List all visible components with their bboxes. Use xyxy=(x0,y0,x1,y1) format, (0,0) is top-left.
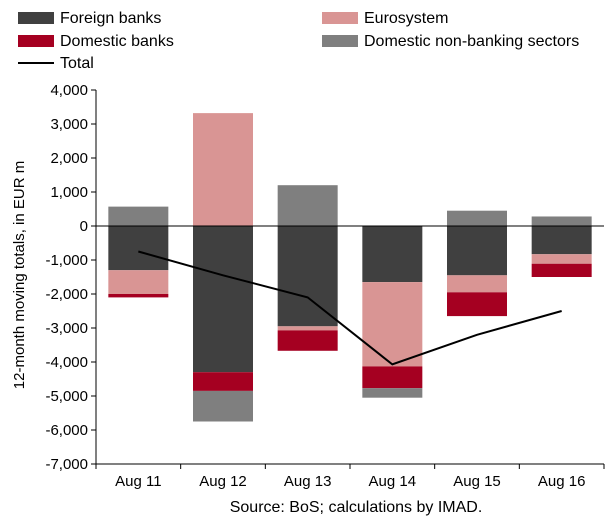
legend-swatch xyxy=(18,35,54,47)
legend: Foreign banks Eurosystem Domestic banks Dom… xyxy=(18,10,579,72)
x-tick-label: Aug 11 xyxy=(115,473,161,490)
bar-eurosystem xyxy=(277,326,338,331)
bar-eurosystem xyxy=(108,270,169,294)
legend-swatch xyxy=(18,12,54,24)
total-line xyxy=(138,250,562,366)
bar-domestic-banks xyxy=(447,292,507,317)
bar-domestic-non-banking-sectors xyxy=(108,206,169,226)
y-tick-label: -1,000 xyxy=(45,252,88,269)
source-note: Source: BoS; calculations by IMAD. xyxy=(230,499,483,516)
legend-swatch xyxy=(322,12,358,24)
bar-foreign-banks xyxy=(531,226,592,255)
bar-foreign-banks xyxy=(277,226,338,327)
y-tick-label: 0 xyxy=(80,218,88,235)
legend-label: Domestic banks xyxy=(60,33,174,50)
y-tick-label: -5,000 xyxy=(45,388,88,405)
bar-eurosystem xyxy=(362,282,423,367)
y-tick-label: -3,000 xyxy=(45,320,88,337)
bar-foreign-banks xyxy=(362,226,423,283)
y-tick-label: 1,000 xyxy=(50,184,88,201)
legend-item: Foreign banks xyxy=(18,10,161,27)
y-axis: 4,000 3,000 2,000 1,000 0 -1,000 -2,000 -3,000 -… xyxy=(45,82,96,473)
y-tick-label: -6,000 xyxy=(45,422,88,439)
total-line-layer xyxy=(138,250,562,366)
legend-label: Domestic non-banking sectors xyxy=(364,33,579,50)
legend-item: Domestic non-banking sectors xyxy=(322,33,579,50)
y-tick-label: -4,000 xyxy=(45,354,88,371)
y-tick-label: -7,000 xyxy=(45,456,88,473)
bar-domestic-non-banking-sectors xyxy=(277,185,338,226)
bar-foreign-banks xyxy=(193,226,253,373)
legend-item: Total xyxy=(18,55,94,72)
y-tick-label: 2,000 xyxy=(50,150,88,167)
bar-eurosystem xyxy=(193,113,253,226)
legend-swatch xyxy=(322,35,358,47)
legend-label: Eurosystem xyxy=(364,10,448,27)
x-tick-label: Aug 13 xyxy=(284,473,332,490)
bar-eurosystem xyxy=(447,275,507,293)
x-tick-label: Aug 14 xyxy=(369,473,417,490)
legend-label: Foreign banks xyxy=(60,10,161,27)
bar-domestic-banks xyxy=(193,372,253,391)
bar-domestic-banks xyxy=(531,263,592,277)
y-tick-label: 3,000 xyxy=(50,116,88,133)
bar-domestic-banks xyxy=(362,366,423,389)
legend-item: Eurosystem xyxy=(322,10,448,27)
bar-domestic-banks xyxy=(108,294,169,298)
bar-eurosystem xyxy=(531,254,592,264)
x-tick-label: Aug 15 xyxy=(453,473,501,490)
bar-domestic-non-banking-sectors xyxy=(531,216,592,226)
x-axis: Aug 11 Aug 12 Aug 13 Aug 14 Aug 15 Aug 16 xyxy=(95,464,605,490)
bar-foreign-banks xyxy=(447,226,507,276)
bar-domestic-non-banking-sectors xyxy=(193,390,253,422)
legend-item: Domestic banks xyxy=(18,33,174,50)
x-tick-label: Aug 12 xyxy=(199,473,247,490)
x-tick-label: Aug 16 xyxy=(538,473,586,490)
y-tick-label: 4,000 xyxy=(50,82,88,99)
bars xyxy=(108,113,592,422)
bar-domestic-non-banking-sectors xyxy=(362,388,423,398)
plot-frame xyxy=(95,90,604,465)
y-axis-title: 12-month moving totals, in EUR m xyxy=(11,161,28,389)
y-tick-label: -2,000 xyxy=(45,286,88,303)
bar-foreign-banks xyxy=(108,226,169,271)
bar-domestic-banks xyxy=(277,330,338,351)
bar-domestic-non-banking-sectors xyxy=(447,210,507,226)
legend-label: Total xyxy=(60,55,94,72)
